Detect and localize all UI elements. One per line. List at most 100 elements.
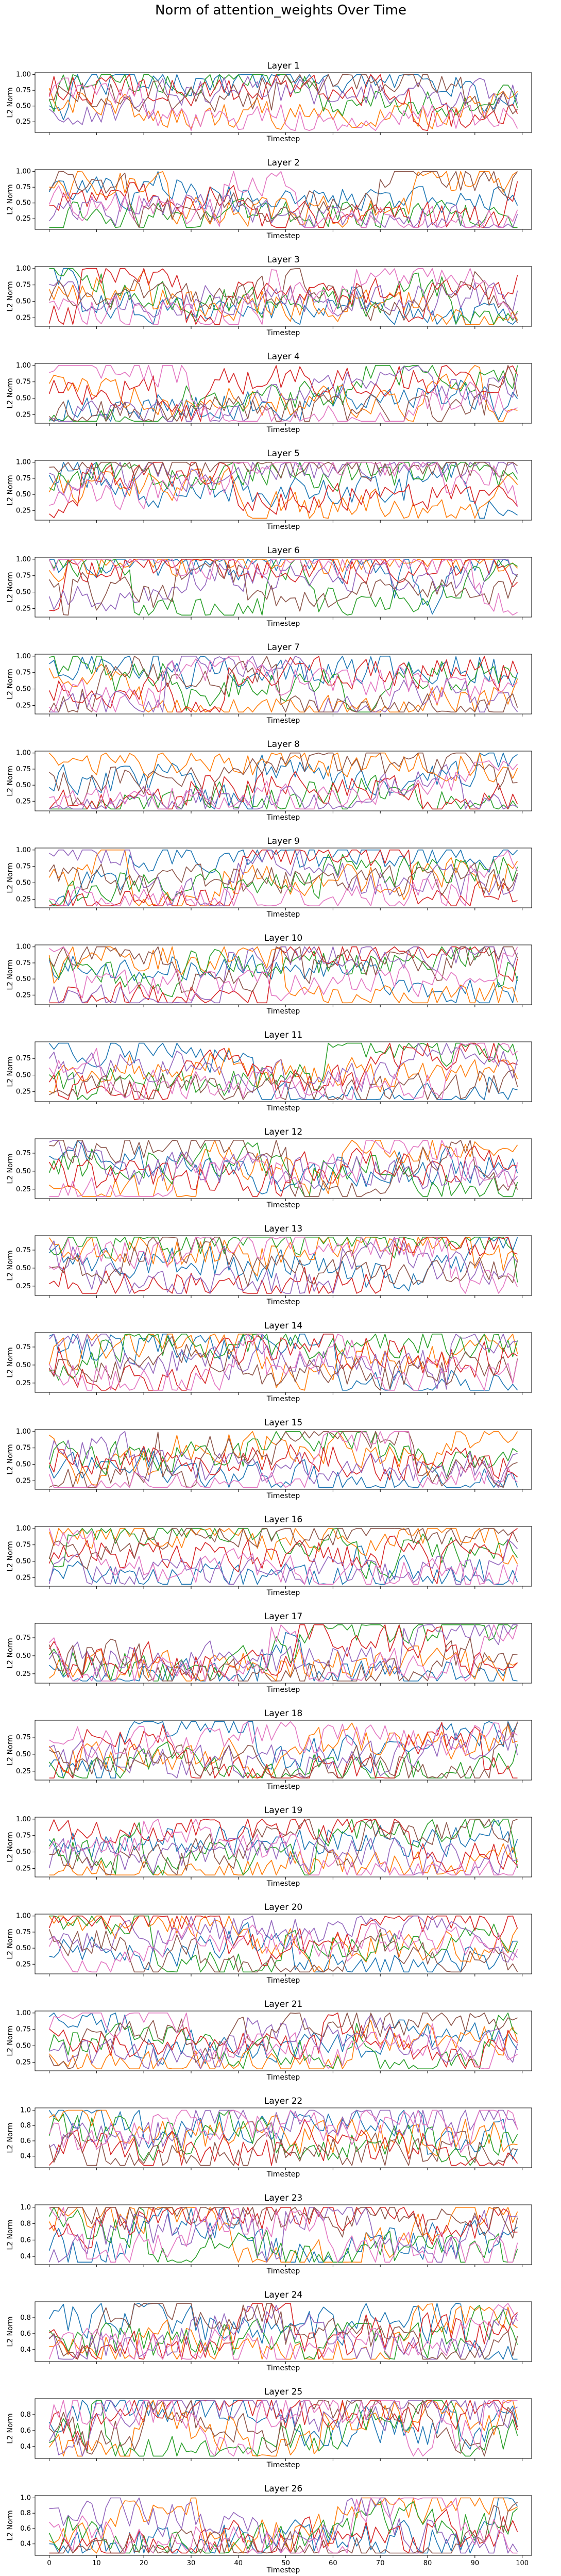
y-tick-label: 0.50 — [16, 589, 31, 596]
series-line — [49, 2303, 518, 2360]
y-tick-label: 0.75 — [16, 1150, 31, 1157]
y-tick-label: 0.50 — [16, 686, 31, 693]
y-tick-label: 0.4 — [20, 2540, 31, 2548]
x-axis-label: Timestep — [266, 910, 300, 919]
series-line — [49, 461, 518, 510]
series-line — [48, 1929, 518, 1973]
series-line — [48, 2131, 518, 2166]
y-tick-label: 0.25 — [16, 507, 31, 514]
y-tick-label: 1.00 — [16, 653, 31, 660]
series-line — [49, 2014, 518, 2069]
series-line — [49, 559, 518, 614]
series-line — [48, 2013, 518, 2069]
y-tick-label: 0.25 — [16, 991, 31, 999]
panel-title: Layer 13 — [264, 1224, 302, 1234]
y-tick-label: 0.25 — [16, 411, 31, 419]
y-axis-label: L2 Norm — [6, 1153, 14, 1184]
layer-panel: Layer 20 0.25 0.50 0.75 1.00 Timestep L2 Norm — [6, 1902, 532, 1985]
y-tick-label: 1.00 — [16, 168, 31, 176]
y-tick-label: 0.25 — [16, 1380, 31, 1387]
panel-title: Layer 19 — [264, 1805, 302, 1816]
series-line — [48, 559, 518, 616]
y-tick-label: 0.75 — [16, 1541, 31, 1549]
y-tick-label: 1.00 — [16, 2009, 31, 2017]
x-tick-label: 30 — [187, 2560, 196, 2567]
series-line — [49, 1048, 518, 1094]
y-tick-label: 1.00 — [16, 1428, 31, 1436]
x-axis-label: Timestep — [266, 329, 300, 337]
axes-frame — [35, 654, 532, 714]
series-line — [49, 2206, 518, 2239]
y-tick-label: 0.75 — [16, 572, 31, 580]
y-axis-label: L2 Norm — [6, 2025, 14, 2056]
series-line — [48, 2206, 518, 2249]
series-line — [48, 2400, 518, 2457]
x-axis-label: Timestep — [266, 2170, 300, 2179]
panel-title: Layer 1 — [267, 61, 300, 71]
series-line — [48, 364, 518, 422]
panel-title: Layer 4 — [267, 352, 300, 362]
y-axis-label: L2 Norm — [6, 2219, 14, 2250]
layer-panel: Layer 12 0.25 0.50 0.75 Timestep L2 Norm — [6, 1127, 532, 1209]
axes-frame — [35, 1623, 532, 1684]
panel-title: Layer 26 — [264, 2484, 302, 2494]
x-axis-label: Timestep — [266, 2267, 300, 2275]
x-tick-label: 10 — [92, 2560, 101, 2567]
series-line — [48, 1915, 518, 1973]
series-line — [48, 2400, 518, 2457]
y-tick-label: 0.25 — [16, 895, 31, 903]
x-axis-label: Timestep — [266, 523, 300, 531]
x-tick-label: 40 — [234, 2560, 243, 2567]
series-line — [48, 656, 518, 712]
y-tick-label: 0.25 — [16, 1283, 31, 1290]
y-axis-label: L2 Norm — [6, 1250, 14, 1281]
y-tick-label: 1.00 — [16, 556, 31, 563]
series-line — [49, 379, 518, 422]
series-line — [48, 1820, 518, 1859]
y-axis-label: L2 Norm — [6, 184, 14, 214]
x-axis-label: Timestep — [266, 1589, 300, 1597]
panel-title: Layer 9 — [267, 836, 300, 846]
series-line — [48, 364, 518, 422]
panel-title: Layer 24 — [264, 2290, 302, 2300]
axes-frame — [35, 2495, 532, 2556]
y-axis-label: L2 Norm — [6, 475, 14, 505]
y-tick-label: 0.25 — [16, 215, 31, 223]
series-line — [48, 559, 518, 616]
y-tick-label: 0.75 — [16, 1055, 31, 1062]
figure-title: Norm of attention_weights Over Time — [155, 3, 406, 18]
y-tick-label: 1.0 — [20, 2106, 31, 2114]
x-axis-label: Timestep — [266, 2364, 300, 2372]
y-tick-label: 0.25 — [16, 702, 31, 709]
series-line — [48, 270, 518, 325]
panel-title: Layer 20 — [264, 1902, 302, 1913]
series-line — [48, 1334, 518, 1390]
y-tick-label: 0.75 — [16, 1734, 31, 1741]
series-line — [48, 1624, 518, 1682]
series-line — [49, 365, 518, 422]
series-line — [48, 946, 518, 993]
y-tick-label: 0.75 — [16, 2026, 31, 2034]
axes-frame — [35, 1138, 532, 1199]
panel-title: Layer 25 — [264, 2387, 302, 2397]
panel-title: Layer 14 — [264, 1321, 302, 1331]
series-line — [49, 280, 518, 318]
y-tick-label: 1.00 — [16, 846, 31, 854]
series-line — [48, 1819, 518, 1875]
axes-frame — [35, 1235, 532, 1296]
axes-frame — [35, 1914, 532, 1974]
layer-panel: Layer 6 0.25 0.50 0.75 1.00 Timestep L2 Norm — [6, 545, 532, 628]
series-line — [48, 2497, 518, 2554]
y-axis-label: L2 Norm — [6, 1347, 14, 1377]
y-tick-label: 1.0 — [20, 2204, 31, 2212]
x-axis-label: Timestep — [266, 1298, 300, 1306]
layer-panel: Layer 14 0.25 0.50 0.75 Timestep L2 Norm — [6, 1321, 532, 1403]
panel-title: Layer 15 — [264, 1418, 302, 1428]
y-axis-label: L2 Norm — [6, 281, 14, 311]
series-line — [48, 364, 518, 422]
y-tick-label: 0.25 — [16, 605, 31, 612]
y-tick-label: 0.75 — [16, 1634, 31, 1642]
series-line — [48, 76, 518, 125]
x-tick-label: 20 — [140, 2560, 148, 2567]
